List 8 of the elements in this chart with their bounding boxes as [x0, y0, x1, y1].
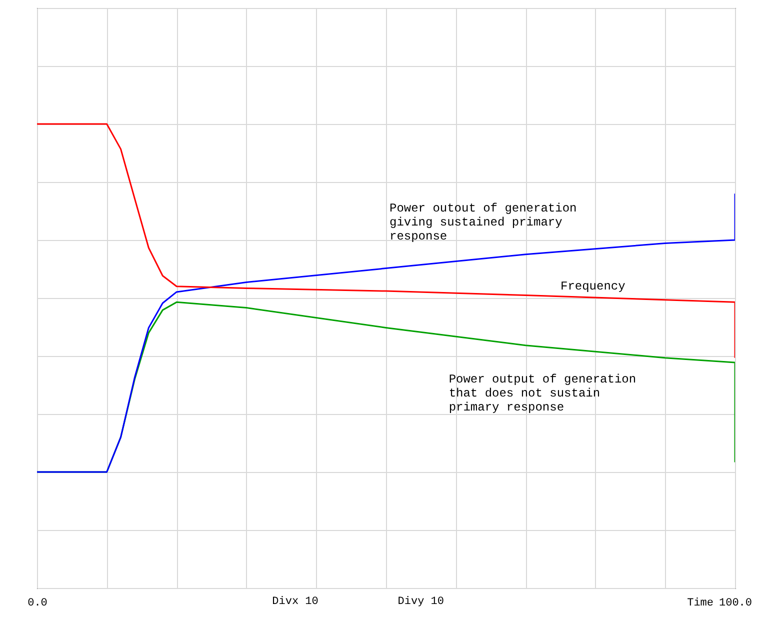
annotation: Power output of generation that does not sustain primary response: [448, 372, 636, 414]
annotation: Frequency: [560, 280, 626, 294]
x-axis-title: Time: [687, 598, 714, 610]
text: Divx 10: [272, 596, 318, 608]
text: Divy 10: [398, 596, 444, 608]
x-tick-label: 100.0: [718, 598, 752, 610]
x-tick-label: 0.0: [28, 598, 48, 610]
annotation: Power outout of generation giving sustained primary response: [389, 201, 577, 244]
